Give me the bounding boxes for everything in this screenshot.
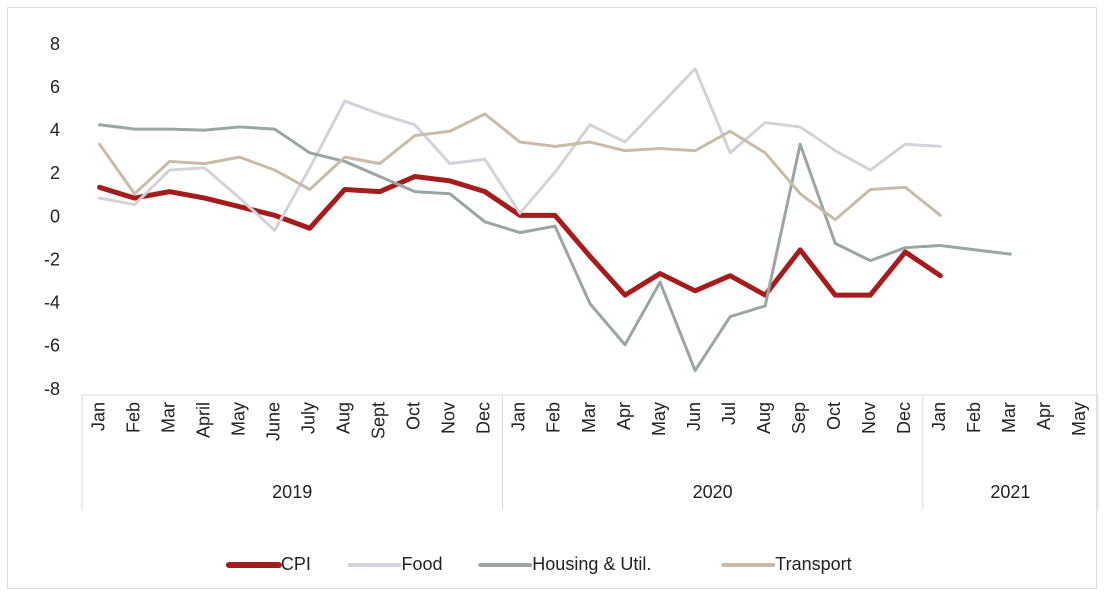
x-tick-label: May bbox=[1069, 402, 1089, 436]
series-line bbox=[97, 174, 943, 298]
y-tick-label: -8 bbox=[44, 379, 60, 399]
x-tick-label: Nov bbox=[859, 402, 879, 434]
legend-label: Transport bbox=[775, 554, 851, 574]
x-tick-label: Oct bbox=[404, 402, 424, 430]
group-label: 2020 bbox=[693, 482, 733, 502]
x-tick-label: Apr bbox=[614, 402, 634, 430]
x-tick-label: July bbox=[298, 402, 318, 434]
x-tick-label: Dec bbox=[474, 402, 494, 434]
x-tick-label: Mar bbox=[579, 402, 599, 433]
y-tick-label: 4 bbox=[50, 120, 60, 140]
y-tick-label: 8 bbox=[50, 34, 60, 54]
group-label: 2019 bbox=[272, 482, 312, 502]
x-tick-label: Feb bbox=[964, 402, 984, 433]
x-tick-label: June bbox=[263, 402, 283, 441]
y-tick-label: 0 bbox=[50, 206, 60, 226]
x-tick-label: Aug bbox=[754, 402, 774, 434]
x-tick-label: May bbox=[228, 402, 248, 436]
x-tick-label: Jun bbox=[684, 402, 704, 431]
legend-label: CPI bbox=[281, 554, 311, 574]
series-line bbox=[98, 123, 1012, 373]
x-tick-label: Sept bbox=[369, 402, 389, 439]
x-tick-label: Dec bbox=[894, 402, 914, 434]
x-tick-label: May bbox=[649, 402, 669, 436]
series-line bbox=[98, 67, 942, 232]
x-tick-label: Jan bbox=[88, 402, 108, 431]
x-tick-label: Aug bbox=[334, 402, 354, 434]
x-tick-label: Feb bbox=[123, 402, 143, 433]
x-tick-label: Feb bbox=[544, 402, 564, 433]
x-tick-label: Jan bbox=[509, 402, 529, 431]
group-label: 2021 bbox=[990, 482, 1030, 502]
x-tick-label: Sep bbox=[789, 402, 809, 434]
y-tick-label: -4 bbox=[44, 293, 60, 313]
y-tick-label: -2 bbox=[44, 249, 60, 269]
y-tick-label: 2 bbox=[50, 163, 60, 183]
x-tick-label: April bbox=[193, 402, 213, 438]
y-tick-label: 6 bbox=[50, 77, 60, 97]
x-tick-label: Mar bbox=[999, 402, 1019, 433]
x-tick-label: Mar bbox=[158, 402, 178, 433]
chart-frame bbox=[7, 7, 1097, 589]
x-tick-label: Apr bbox=[1034, 402, 1054, 430]
x-tick-label: Jan bbox=[929, 402, 949, 431]
x-tick-label: Jul bbox=[719, 402, 739, 425]
legend-label: Housing & Util. bbox=[532, 554, 651, 574]
series-line bbox=[98, 112, 942, 222]
x-tick-label: Nov bbox=[439, 402, 459, 434]
y-tick-label: -6 bbox=[44, 336, 60, 356]
legend-label: Food bbox=[402, 554, 443, 574]
x-tick-label: Oct bbox=[824, 402, 844, 430]
